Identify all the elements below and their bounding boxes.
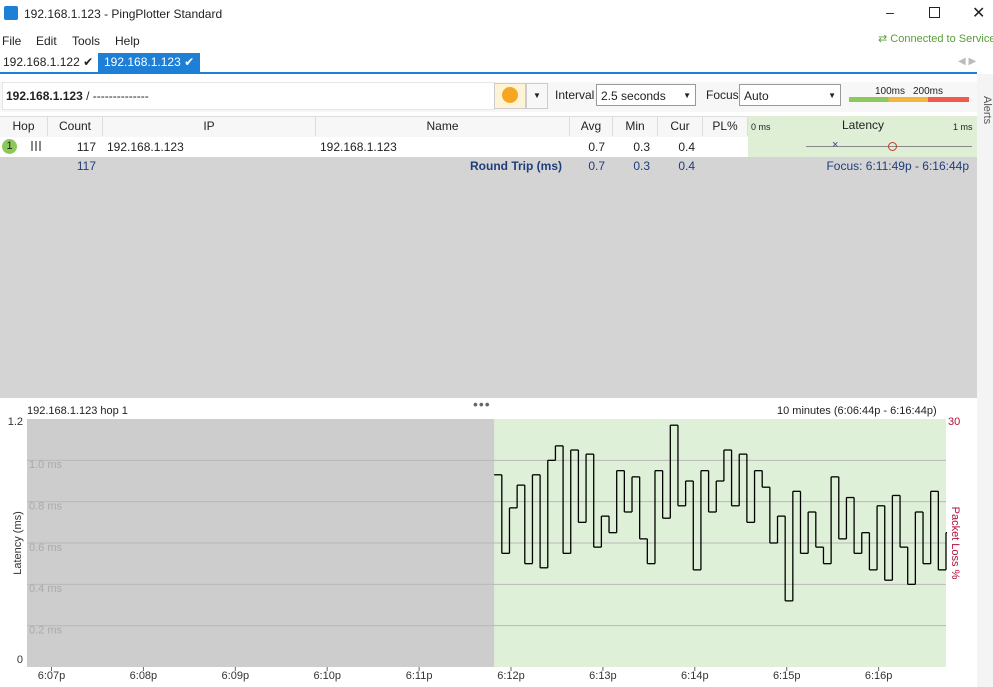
summary-avg: 0.7 — [588, 159, 605, 173]
title-bar — [0, 0, 993, 28]
tab-underline — [0, 72, 977, 74]
column-header: Min — [613, 116, 658, 136]
column-header: Cur — [658, 116, 703, 136]
alerts-tab[interactable]: Alerts — [981, 96, 993, 125]
x-tick-label: 6:07p — [38, 670, 66, 682]
hop-row[interactable] — [0, 137, 748, 156]
latency-header-bg — [748, 116, 977, 157]
latency-header: Latency — [842, 118, 885, 132]
scale-bar — [849, 97, 969, 102]
close-button[interactable]: ✕ — [972, 5, 986, 22]
ip-cell: 192.168.1.123 — [107, 140, 184, 154]
tab-label: 192.168.1.123 — [104, 55, 181, 69]
latency-min: 0 ms — [751, 122, 771, 132]
count-cell: 117 — [76, 140, 96, 154]
interval-label: Interval — [555, 88, 595, 102]
maximize-button[interactable] — [929, 7, 940, 18]
x-tick-label: 6:09p — [222, 670, 250, 682]
minimize-button[interactable]: – — [886, 4, 894, 20]
y-tick-label: 0.2 ms — [29, 625, 63, 637]
cur-cell: 0.4 — [678, 140, 695, 154]
y-tick-label: 0.6 ms — [29, 542, 63, 554]
side-panel — [977, 74, 993, 687]
x-tick-label: 6:10p — [313, 670, 341, 682]
name-cell: 192.168.1.123 — [320, 140, 397, 154]
y-tick-label: 1.2 — [8, 416, 23, 428]
x-tick-label: 6:16p — [865, 670, 893, 682]
focus-label: Focus — [706, 88, 739, 102]
app-icon — [4, 6, 18, 20]
pause-button[interactable] — [494, 83, 526, 109]
min-cell: 0.3 — [633, 140, 650, 154]
tab-label: 192.168.1.122 — [3, 55, 80, 69]
menu-item[interactable]: Tools — [72, 34, 101, 48]
target-field[interactable]: 192.168.1.123 / -------------- — [2, 82, 495, 110]
focus-value: Auto — [744, 89, 769, 103]
latency-cur-marker — [888, 142, 897, 151]
latency-chart: 0 0.2 ms 0.4 ms 0.6 ms 0.8 ms 1.0 ms 1.2 6:07p 6… — [8, 416, 961, 682]
column-header: Hop — [0, 116, 48, 136]
y-axis-label: Latency (ms) — [12, 511, 24, 575]
latency-avg-marker: × — [832, 139, 839, 151]
y-tick-label: 1.0 ms — [29, 459, 63, 471]
target-path: / -------------- — [86, 89, 149, 103]
latency-max: 1 ms — [953, 122, 973, 132]
summary-cur: 0.4 — [678, 159, 695, 173]
tab[interactable]: 192.168.1.122 ✔ — [3, 55, 94, 69]
scale-label: 200ms — [913, 86, 944, 97]
status-label: Connected to Service — [890, 33, 993, 45]
summary-label: Round Trip (ms) — [470, 159, 562, 173]
pause-dropdown[interactable]: ▼ — [526, 83, 548, 109]
x-tick-label: 6:08p — [130, 670, 158, 682]
summary-count: 117 — [76, 159, 96, 173]
y2-tick-label: 30 — [948, 416, 960, 428]
graph-icon[interactable] — [31, 141, 42, 151]
focus-select[interactable]: Auto ▼ — [739, 84, 841, 106]
graph-subtitle: 10 minutes (6:06:44p - 6:16:44p) — [777, 405, 937, 417]
x-tick-label: 6:13p — [589, 670, 617, 682]
summary-focus: Focus: 6:11:49p - 6:16:44p — [826, 159, 969, 173]
window-title: 192.168.1.123 - PingPlotter Standard — [24, 7, 223, 21]
menu-item[interactable]: Help — [115, 34, 140, 48]
column-header: Count — [48, 116, 103, 136]
splitter-dots[interactable]: ••• — [473, 396, 491, 412]
column-header: IP — [103, 116, 316, 136]
x-tick-label: 6:12p — [497, 670, 525, 682]
x-tick-label: 6:15p — [773, 670, 801, 682]
interval-select[interactable]: 2.5 seconds ▼ — [596, 84, 696, 106]
pause-icon — [502, 87, 518, 103]
target: 192.168.1.123 — [6, 89, 83, 103]
y-tick-label: 0.8 ms — [29, 501, 63, 513]
column-header: PL% — [703, 116, 748, 136]
x-tick-label: 6:14p — [681, 670, 709, 682]
interval-value: 2.5 seconds — [601, 89, 666, 103]
y-tick-label: 0.4 ms — [29, 583, 63, 595]
tab-scroll[interactable]: ◀ ▶ — [958, 56, 977, 67]
scale-label: 100ms — [875, 86, 906, 97]
hop-badge: 1 — [2, 139, 17, 154]
summary-min: 0.3 — [633, 159, 650, 173]
column-header: Name — [316, 116, 570, 136]
menu-item[interactable]: Edit — [36, 34, 57, 48]
summary-row — [0, 157, 977, 398]
y2-axis-label: Packet Loss % — [949, 507, 961, 580]
column-header: Avg — [570, 116, 613, 136]
tab-active[interactable]: 192.168.1.123 ✔ — [98, 53, 201, 72]
graph-title: 192.168.1.123 hop 1 — [27, 405, 128, 417]
y-tick-label: 0 — [17, 654, 23, 666]
menu-item[interactable]: File — [2, 34, 22, 48]
status-text: ⇄ Connected to Service — [878, 32, 993, 45]
avg-cell: 0.7 — [588, 140, 605, 154]
x-tick-label: 6:11p — [406, 670, 433, 682]
